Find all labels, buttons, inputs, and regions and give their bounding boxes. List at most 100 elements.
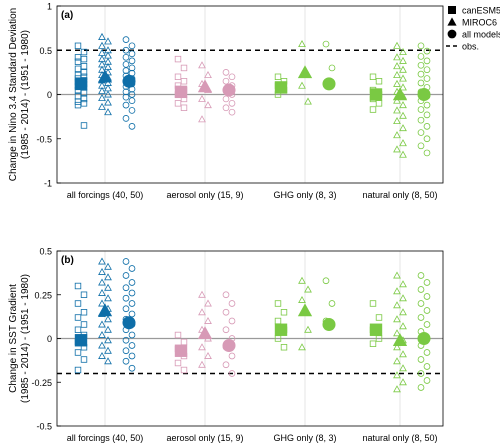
all-models-member-point (322, 40, 330, 48)
canesm5-member-point (375, 100, 383, 107)
all-models-member-point (228, 300, 236, 307)
x-category-label: natural only (8, 50) (362, 190, 437, 200)
canesm5-member-point (369, 73, 377, 80)
all-models-member-point (417, 286, 425, 293)
canesm5-member-point (74, 54, 82, 61)
all-models-member-point (122, 61, 130, 68)
miroc6-member-point (198, 290, 206, 298)
miroc6-member-point (399, 74, 407, 82)
canesm5-member-point (180, 366, 188, 374)
all-models-member-point (122, 347, 130, 355)
all-models-member-point (122, 258, 130, 265)
canesm5-member-point (74, 58, 82, 65)
all-models-member-point (322, 277, 330, 285)
miroc6-member-point (399, 322, 407, 330)
miroc6-member-point (198, 61, 206, 69)
miroc6-member-point (399, 350, 407, 358)
all-models-member-point (122, 305, 130, 313)
all-models-member-point (222, 308, 230, 316)
miroc6-member-point (399, 280, 407, 288)
panel-a: 1 0.5 0 -0.5 -1 Change in Nino 3.4 Standard D… (8, 2, 444, 200)
canesm5-mean-marker (274, 323, 288, 336)
all-models-mean-marker (122, 74, 136, 88)
miroc6-member-point (399, 83, 407, 91)
all-models-member-point (128, 300, 136, 307)
canesm5-mean-marker (274, 81, 288, 94)
all-models-member-point (128, 310, 136, 318)
canesm5-member-point (74, 98, 82, 105)
miroc6-member-point (104, 98, 112, 106)
all-models-member-point (122, 336, 130, 344)
all-models-member-point (423, 111, 431, 119)
miroc6-member-point (104, 262, 112, 270)
miroc6-member-point (204, 316, 212, 324)
miroc6-member-point (393, 79, 401, 87)
miroc6-member-point (399, 101, 407, 109)
all-models-member-point (423, 321, 431, 328)
y-tick-label: -0.25 (31, 378, 52, 388)
canesm5-member-point (74, 282, 82, 290)
all-models-member-point (128, 97, 136, 105)
canesm5-mean-marker (174, 85, 188, 99)
all-models-member-point (228, 370, 236, 377)
all-models-member-point (128, 364, 136, 372)
miroc6-member-point (98, 93, 106, 102)
miroc6-member-point (204, 351, 212, 359)
all-models-member-point (423, 149, 431, 157)
all-models-member-point (122, 36, 130, 43)
all-models-member-point (128, 64, 136, 72)
miroc6-member-point (98, 330, 106, 338)
canesm5-member-point (74, 101, 82, 109)
canesm5-member-point (80, 309, 88, 316)
canesm5-member-point (80, 291, 88, 298)
miroc6-member-point (104, 325, 112, 333)
all-models-member-point (417, 356, 425, 363)
all-models-member-point (228, 100, 236, 107)
miroc6-member-point (399, 139, 407, 147)
miroc6-mean-marker (392, 333, 408, 346)
all-models-member-point (222, 291, 230, 299)
miroc6-member-point (104, 37, 112, 45)
all-models-member-point (128, 265, 136, 272)
canesm5-member-point (280, 309, 288, 316)
all-models-mean-marker (417, 331, 431, 346)
all-models-mean-marker (322, 77, 336, 91)
all-models-member-point (128, 279, 136, 286)
all-models-mean-marker (417, 87, 431, 102)
all-models-member-point (423, 47, 431, 55)
all-models-mean-marker (322, 317, 336, 332)
all-models-member-point (128, 342, 136, 349)
miroc6-member-point (399, 124, 407, 132)
miroc6-member-point (393, 70, 401, 79)
miroc6-member-point (104, 90, 112, 98)
all-models-member-point (122, 357, 130, 365)
all-models-member-point (417, 116, 425, 124)
miroc6-member-point (393, 106, 401, 114)
all-models-member-point (228, 317, 236, 325)
all-models-member-point (222, 326, 230, 334)
all-models-member-point (417, 61, 425, 69)
canesm5-member-point (280, 344, 288, 351)
canesm5-mean-marker (369, 323, 383, 336)
all-models-member-point (122, 46, 130, 54)
all-models-member-point (417, 79, 425, 87)
all-models-member-point (128, 50, 136, 58)
all-models-member-point (423, 75, 431, 82)
y-tick-label: 0 (47, 334, 52, 344)
legend-square-swatch (448, 6, 456, 14)
miroc6-member-point (98, 86, 106, 94)
miroc6-member-point (198, 360, 206, 368)
miroc6-member-point (393, 371, 401, 379)
all-models-member-point (122, 115, 130, 122)
miroc6-member-point (304, 285, 312, 293)
miroc6-member-point (98, 299, 106, 307)
y-tick-label: 0 (47, 90, 52, 100)
all-models-member-point (128, 57, 136, 65)
all-models-member-point (417, 272, 425, 279)
miroc6-member-point (104, 273, 112, 281)
legend-label: canESM5 (462, 6, 500, 16)
miroc6-member-point (298, 295, 306, 303)
miroc6-member-point (399, 364, 407, 372)
miroc6-member-point (399, 65, 407, 73)
miroc6-member-point (98, 41, 106, 49)
